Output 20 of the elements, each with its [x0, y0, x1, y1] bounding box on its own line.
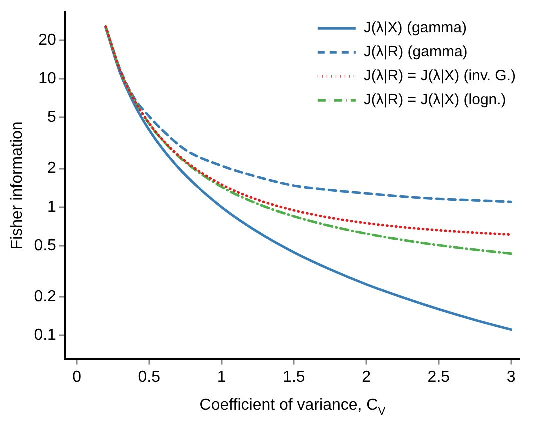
x-tick-label: 1.5 [283, 368, 306, 386]
legend-label: J(λ|R) = J(λ|X) (inv. G.) [364, 68, 516, 85]
legend-label: J(λ|R) = J(λ|X) (logn.) [364, 92, 506, 109]
y-tick-label: 0.5 [34, 237, 57, 254]
legend-label: J(λ|R) (gamma) [364, 44, 468, 61]
y-tick-label: 2 [48, 160, 57, 178]
x-tick-label: 2.5 [428, 368, 450, 386]
y-tick-label: 0.2 [34, 288, 57, 306]
x-tick-label: 0 [72, 368, 82, 386]
y-tick-label: 20 [38, 32, 57, 49]
x-tick-label: 2 [362, 368, 372, 386]
y-tick-label: 0.1 [34, 327, 57, 344]
y-tick-label: 10 [38, 70, 57, 88]
x-tick-label: 1 [217, 368, 226, 386]
y-tick-label: 5 [48, 109, 57, 126]
x-tick-label: 3 [506, 368, 516, 386]
x-tick-label: 0.5 [138, 368, 161, 386]
y-axis-title: Fisher information [9, 122, 26, 250]
y-tick-label: 1 [48, 198, 57, 216]
legend-label: J(λ|X) (gamma) [364, 20, 467, 37]
